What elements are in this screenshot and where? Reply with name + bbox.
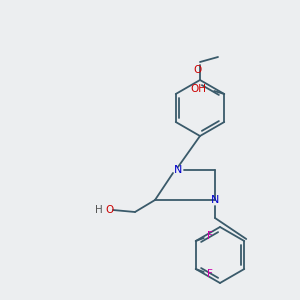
Text: N: N bbox=[211, 195, 219, 205]
Text: H: H bbox=[95, 205, 103, 215]
Text: O: O bbox=[194, 65, 202, 75]
Text: F: F bbox=[207, 231, 213, 241]
Text: N: N bbox=[174, 165, 182, 175]
Text: OH: OH bbox=[190, 84, 206, 94]
Text: O: O bbox=[106, 205, 114, 215]
Text: F: F bbox=[207, 269, 213, 279]
